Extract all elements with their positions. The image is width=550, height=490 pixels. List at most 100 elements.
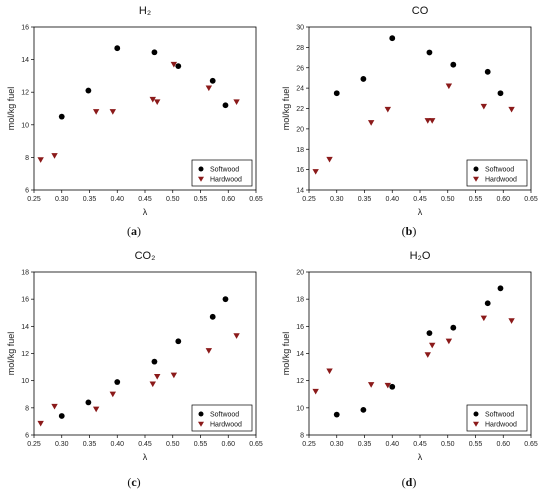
y-tick-label: 20 bbox=[296, 126, 304, 133]
data-point-hardwood bbox=[233, 333, 240, 339]
data-point-hardwood bbox=[508, 318, 515, 324]
chart-title: CO₂ bbox=[135, 250, 156, 262]
y-tick-label: 20 bbox=[296, 270, 304, 277]
y-tick-label: 12 bbox=[296, 378, 304, 385]
x-tick-label: 0.30 bbox=[55, 441, 69, 448]
data-point-softwood bbox=[58, 413, 65, 419]
data-point-softwood bbox=[85, 399, 92, 406]
chart-panel-co: CO 0.25 0.30 0.35 0.40 0.45 0.50 0.55 0.60 0.65 14… bbox=[275, 0, 550, 245]
data-point-hardwood bbox=[384, 106, 392, 113]
x-tick-label: 0.65 bbox=[249, 441, 263, 448]
y-tick-label: 30 bbox=[296, 25, 304, 32]
legend-marker-hardwood bbox=[198, 176, 204, 182]
data-point-hardwood bbox=[37, 420, 44, 427]
data-point-hardwood bbox=[154, 373, 161, 380]
data-point-softwood bbox=[450, 324, 457, 331]
chart-title: H₂ bbox=[139, 5, 151, 17]
y-tick-label: 16 bbox=[296, 324, 304, 331]
data-point-hardwood bbox=[51, 153, 58, 159]
legend-box bbox=[466, 159, 528, 187]
y-tick-label: 14 bbox=[21, 57, 29, 64]
data-point-hardwood bbox=[205, 348, 213, 354]
data-point-softwood bbox=[114, 45, 121, 52]
data-point-softwood bbox=[58, 113, 65, 120]
caption-b-letter: b bbox=[405, 224, 413, 238]
data-point-softwood bbox=[151, 358, 158, 365]
data-point-softwood bbox=[426, 49, 433, 56]
chart-title: H₂O bbox=[410, 250, 431, 262]
data-point-hardwood bbox=[109, 391, 117, 398]
data-point-softwood bbox=[333, 90, 340, 97]
chart-co-svg: CO 0.25 0.30 0.35 0.40 0.45 0.50 0.55 0.60 0.65 14… bbox=[281, 5, 538, 217]
legend-label-hardwood: Hardwood bbox=[485, 177, 517, 184]
y-tick-label: 8 bbox=[25, 155, 29, 162]
data-point-hardwood bbox=[367, 382, 375, 388]
y-tick-label: 12 bbox=[21, 90, 29, 97]
y-tick-label: 16 bbox=[21, 25, 29, 32]
x-tick-label: 0.60 bbox=[221, 196, 235, 203]
data-point-softwood bbox=[85, 87, 92, 94]
data-point-softwood bbox=[333, 411, 340, 418]
data-point-hardwood bbox=[51, 403, 58, 410]
x-tick-label: 0.30 bbox=[330, 441, 344, 448]
x-tick-label: 0.55 bbox=[469, 196, 483, 203]
y-tick-label: 16 bbox=[21, 297, 29, 304]
x-tick-label: 0.50 bbox=[166, 441, 180, 448]
chart-h2-svg: H₂ 0.25 0.30 0.35 0.40 0.45 0.50 0.55 0.60 0.65 6 8… bbox=[6, 5, 263, 217]
x-tick-label: 0.35 bbox=[358, 441, 372, 448]
x-tick-label: 0.25 bbox=[27, 441, 41, 448]
caption-a: (a) bbox=[127, 224, 141, 238]
chart-panel-h2: H₂ 0.25 0.30 0.35 0.40 0.45 0.50 0.55 0.60 0.65 6 8… bbox=[0, 0, 275, 245]
legend-label-softwood: Softwood bbox=[485, 412, 514, 419]
x-tick-label: 0.30 bbox=[55, 196, 69, 203]
y-tick-label: 18 bbox=[296, 297, 304, 304]
legend-label-hardwood: Hardwood bbox=[210, 177, 242, 184]
data-point-softwood bbox=[497, 90, 504, 97]
y-tick-label: 12 bbox=[21, 351, 29, 358]
y-axis-label: mol/kg fuel bbox=[281, 87, 291, 131]
x-tick-label: 0.35 bbox=[83, 196, 97, 203]
y-tick-label: 18 bbox=[296, 147, 304, 154]
x-axis-label: λ bbox=[143, 207, 148, 217]
y-tick-label: 26 bbox=[296, 65, 304, 72]
legend-label-hardwood: Hardwood bbox=[210, 422, 242, 429]
y-tick-label: 14 bbox=[296, 188, 304, 195]
legend-box bbox=[191, 404, 253, 432]
caption-d: (d) bbox=[401, 475, 417, 489]
caption-d-letter: d bbox=[405, 475, 413, 489]
x-tick-label: 0.65 bbox=[524, 441, 538, 448]
x-tick-label: 0.60 bbox=[496, 196, 510, 203]
x-tick-label: 0.55 bbox=[469, 441, 483, 448]
legend-label-softwood: Softwood bbox=[485, 167, 514, 174]
data-point-softwood bbox=[484, 68, 491, 75]
data-point-hardwood bbox=[92, 406, 100, 413]
data-point-softwood bbox=[222, 296, 229, 303]
x-tick-label: 0.25 bbox=[302, 441, 316, 448]
data-point-hardwood bbox=[154, 99, 161, 105]
legend-label-softwood: Softwood bbox=[210, 412, 239, 419]
x-tick-label: 0.45 bbox=[413, 196, 427, 203]
x-tick-label: 0.65 bbox=[249, 196, 263, 203]
y-tick-label: 6 bbox=[25, 188, 29, 195]
legend-marker-softwood bbox=[198, 166, 204, 172]
x-tick-label: 0.40 bbox=[110, 196, 124, 203]
x-tick-label: 0.45 bbox=[138, 441, 152, 448]
legend-marker-hardwood bbox=[198, 421, 204, 427]
legend-box bbox=[191, 159, 253, 187]
y-tick-label: 14 bbox=[21, 324, 29, 331]
data-point-softwood bbox=[209, 313, 216, 320]
chart-co2-svg: CO₂ 0.25 0.30 0.35 0.40 0.45 0.50 0.55 0.60 0.65 6… bbox=[6, 250, 263, 462]
x-tick-label: 0.50 bbox=[441, 196, 455, 203]
chart-panel-h2o: H₂O 0.25 0.30 0.35 0.40 0.45 0.50 0.55 0.60 0.65 8… bbox=[275, 245, 550, 490]
data-point-hardwood bbox=[384, 382, 392, 389]
x-axis-label: λ bbox=[418, 452, 423, 462]
y-tick-label: 8 bbox=[300, 433, 304, 440]
data-point-softwood bbox=[497, 285, 504, 292]
data-point-hardwood bbox=[429, 342, 436, 349]
y-tick-label: 16 bbox=[296, 167, 304, 174]
data-point-hardwood bbox=[424, 352, 431, 358]
caption-a-letter: a bbox=[131, 224, 137, 238]
data-point-hardwood bbox=[92, 109, 100, 115]
data-point-hardwood bbox=[508, 106, 515, 113]
y-tick-label: 24 bbox=[296, 86, 304, 93]
